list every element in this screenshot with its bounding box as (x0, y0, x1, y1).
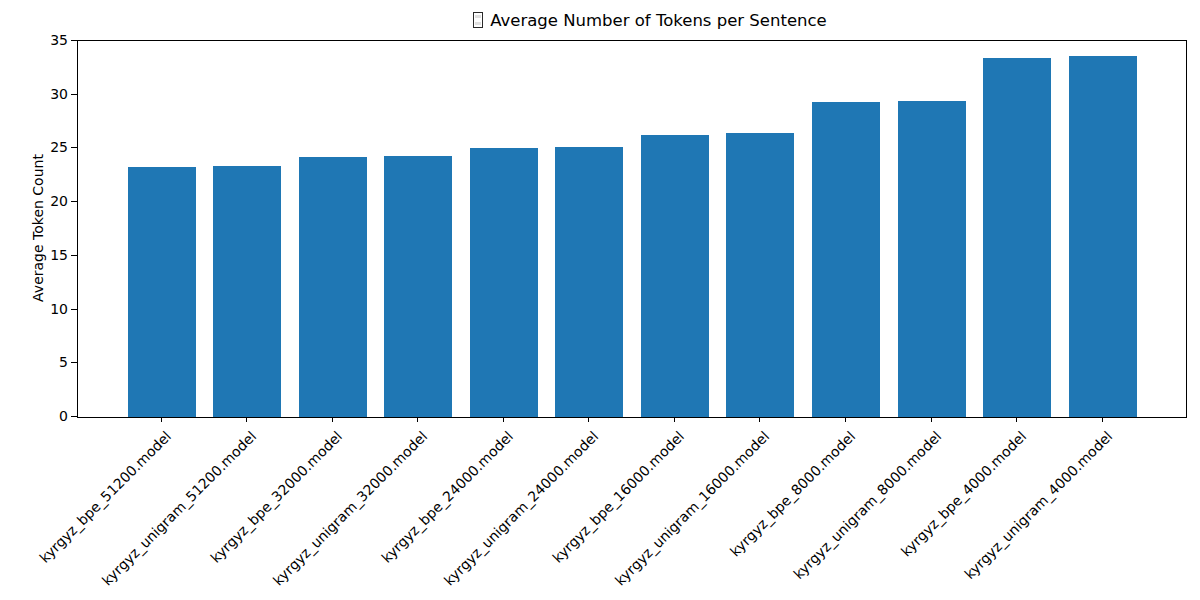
x-tick-mark (417, 417, 418, 422)
chart-title-text: Average Number of Tokens per Sentence (490, 11, 827, 30)
x-tick-mark (674, 417, 675, 422)
missing-glyph-icon (473, 12, 483, 28)
x-tick-mark (845, 417, 846, 422)
x-tick-mark (161, 417, 162, 422)
y-tick-label: 20 (0, 193, 68, 209)
x-tick-label: kyrgyz_unigram_4000.model (961, 428, 1115, 582)
y-tick-label: 35 (0, 32, 68, 48)
x-tick-label: kyrgyz_unigram_51200.model (99, 428, 260, 589)
y-tick-mark (71, 201, 77, 202)
bar-kyrgyz_bpe_51200.model (128, 167, 196, 417)
y-tick-mark (71, 94, 77, 95)
y-tick-mark (71, 362, 77, 363)
x-tick-mark (931, 417, 932, 422)
x-tick-mark (1016, 417, 1017, 422)
y-tick-mark (71, 309, 77, 310)
x-tick-mark (1102, 417, 1103, 422)
y-tick-label: 25 (0, 139, 68, 155)
y-tick-label: 10 (0, 301, 68, 317)
y-tick-label: 30 (0, 86, 68, 102)
bar-kyrgyz_unigram_8000.model (898, 101, 966, 417)
bar-kyrgyz_unigram_24000.model (555, 147, 623, 417)
bar-kyrgyz_bpe_32000.model (299, 157, 367, 417)
y-tick-label: 5 (0, 354, 68, 370)
bar-kyrgyz_bpe_24000.model (470, 148, 538, 417)
x-tick-label: kyrgyz_unigram_32000.model (270, 428, 431, 589)
x-tick-mark (246, 417, 247, 422)
y-tick-mark (71, 416, 77, 417)
x-tick-mark (759, 417, 760, 422)
bar-kyrgyz_bpe_8000.model (812, 102, 880, 417)
y-tick-mark (71, 255, 77, 256)
y-axis-label: Average Token Count (30, 154, 46, 302)
bar-kyrgyz_unigram_32000.model (384, 156, 452, 417)
y-tick-mark (71, 147, 77, 148)
plot-area (77, 40, 1187, 418)
figure: Average Number of Tokens per Sentence Av… (0, 0, 1200, 600)
y-tick-label: 0 (0, 408, 68, 424)
x-tick-label: kyrgyz_unigram_16000.model (612, 428, 773, 589)
bar-kyrgyz_bpe_4000.model (983, 58, 1051, 417)
bar-kyrgyz_unigram_16000.model (726, 133, 794, 417)
x-tick-mark (503, 417, 504, 422)
y-tick-mark (71, 40, 77, 41)
bar-kyrgyz_bpe_16000.model (641, 135, 709, 418)
x-tick-mark (588, 417, 589, 422)
bar-kyrgyz_unigram_4000.model (1069, 56, 1137, 417)
x-tick-mark (332, 417, 333, 422)
x-tick-label: kyrgyz_unigram_24000.model (441, 428, 602, 589)
bar-kyrgyz_unigram_51200.model (213, 166, 281, 417)
chart-title: Average Number of Tokens per Sentence (96, 11, 1200, 30)
x-tick-label: kyrgyz_unigram_8000.model (790, 428, 944, 582)
y-tick-label: 15 (0, 247, 68, 263)
